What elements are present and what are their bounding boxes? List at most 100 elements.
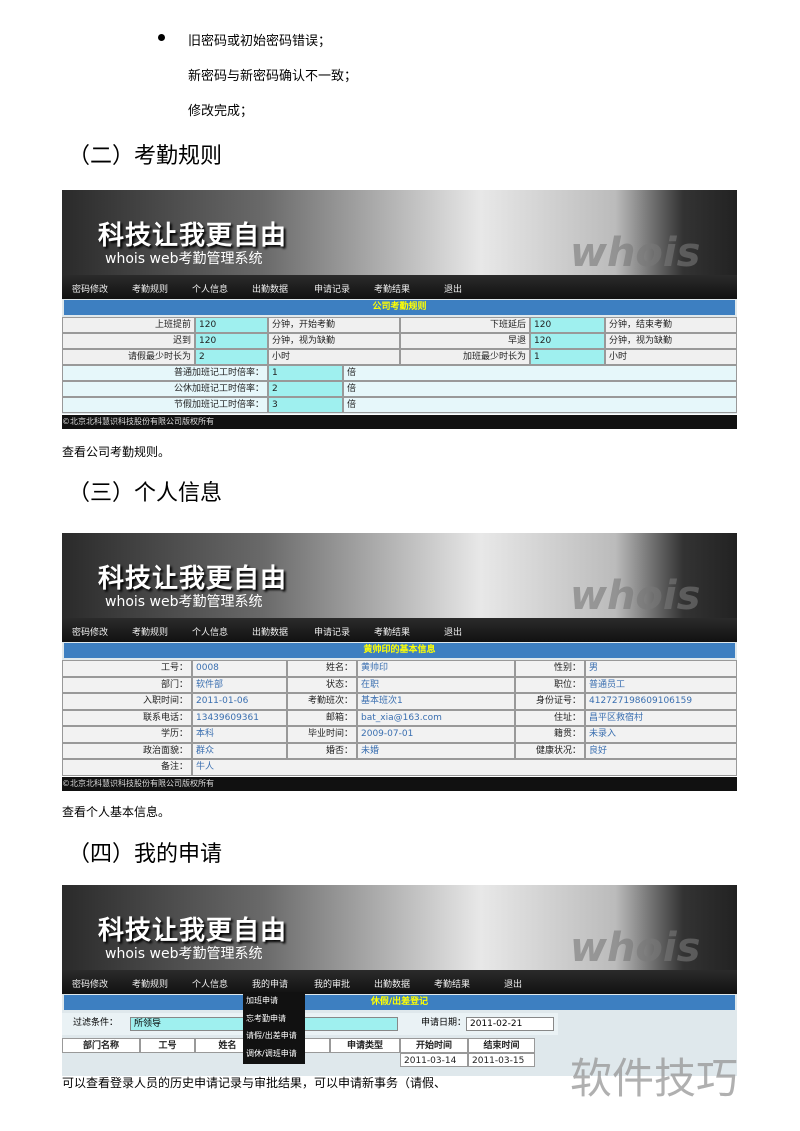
dropdown xyxy=(243,992,305,1064)
banner-logo: whois xyxy=(570,573,701,619)
rule-cell: 分钟，结束考勤 xyxy=(605,317,737,333)
footer: ©北京北科慧识科技股份有限公司版权所有 xyxy=(62,777,737,791)
rule-cell: 请假最少时长为 xyxy=(62,349,195,365)
nav-item: 考勤结果 xyxy=(374,628,411,638)
watermark: 软件技巧 xyxy=(570,1054,739,1103)
info-cell: 考勤班次： xyxy=(287,693,357,710)
info-cell: 学历： xyxy=(62,726,192,743)
rule-cell: 公休加班记工时倍率： xyxy=(62,381,268,397)
rule-cell: 2 xyxy=(268,381,343,397)
banner-slogan: 科技让我更自由 xyxy=(98,564,288,594)
banner xyxy=(62,190,737,275)
rule-cell: 1 xyxy=(268,365,343,381)
dropdown-item: 调休/调班申请 xyxy=(246,1048,297,1058)
info-cell: 昌平区救宿村 xyxy=(585,709,737,726)
nav-item: 密码修改 xyxy=(72,628,109,638)
info-cell: 13439609361 xyxy=(192,709,287,726)
info-cell: 男 xyxy=(585,660,737,677)
info-cell: 籍贯： xyxy=(515,726,585,743)
info-cell: 备注： xyxy=(62,759,192,776)
bullet-text: 旧密码或初始密码错误； xyxy=(188,34,332,49)
info-cell: 普通员工 xyxy=(585,676,737,693)
rule-cell: 小时 xyxy=(268,349,400,365)
filter-item: 2011-02-21 xyxy=(466,1017,554,1031)
rule-cell: 倍 xyxy=(343,381,737,397)
info-cell: 412727198609106159 xyxy=(585,693,737,710)
nav-item: 出勤数据 xyxy=(374,980,411,990)
nav-item: 个人信息 xyxy=(192,285,229,295)
rule-cell: 下班延后 xyxy=(400,317,530,333)
info-cell: 未录入 xyxy=(585,726,737,743)
caption: 可以查看登录人员的历史申请记录与审批结果，可以申请新事务（请假、 xyxy=(62,1076,447,1090)
rule-cell: 小时 xyxy=(605,349,737,365)
nav-item: 考勤规则 xyxy=(132,628,169,638)
info-cell: 部门： xyxy=(62,676,192,693)
caption: 查看个人基本信息。 xyxy=(62,805,171,819)
footer: ©北京北科慧识科技股份有限公司版权所有 xyxy=(62,415,737,429)
banner-logo: whois xyxy=(570,230,701,276)
nav-item: 我的审批 xyxy=(314,980,351,990)
header-cell: 部门名称 xyxy=(62,1038,140,1053)
filter-item: 申请日期： xyxy=(421,1018,467,1028)
rule-cell: 120 xyxy=(195,333,268,349)
info-cell: 邮箱： xyxy=(287,709,357,726)
info-cell: 性别： xyxy=(515,660,585,677)
rule-cell: 上班提前 xyxy=(62,317,195,333)
info-cell: 工号： xyxy=(62,660,192,677)
rule-cell: 早退 xyxy=(400,333,530,349)
table-title: 公司考勤规则 xyxy=(64,300,735,315)
banner-slogan: 科技让我更自由 xyxy=(98,916,288,946)
info-cell: bat_xia@163.com xyxy=(357,709,515,726)
rule-cell: 加班最少时长为 xyxy=(400,349,530,365)
nav-item: 考勤规则 xyxy=(132,980,169,990)
bullet-text: 新密码与新密码确认不一致； xyxy=(188,69,358,84)
bullet-text: 修改完成； xyxy=(188,104,254,119)
rule-cell: 分钟，视为缺勤 xyxy=(268,333,400,349)
header-cell: 开始时间 xyxy=(400,1038,468,1053)
info-cell: 婚否： xyxy=(287,742,357,759)
info-cell: 软件部 xyxy=(192,676,287,693)
bullet-dot xyxy=(158,34,165,41)
info-cell: 基本班次1 xyxy=(357,693,515,710)
rule-cell: 普通加班记工时倍率： xyxy=(62,365,268,381)
info-cell: 政治面貌： xyxy=(62,742,192,759)
info-cell: 住址： xyxy=(515,709,585,726)
info-cell: 2009-07-01 xyxy=(357,726,515,743)
nav-item: 出勤数据 xyxy=(252,628,289,638)
table-title: 黄帅印的基本信息 xyxy=(64,643,735,658)
rule-cell: 2 xyxy=(195,349,268,365)
info-cell: 毕业时间： xyxy=(287,726,357,743)
rule-cell: 120 xyxy=(530,333,605,349)
nav-item: 个人信息 xyxy=(192,980,229,990)
nav-item: 考勤结果 xyxy=(374,285,411,295)
info-cell: 职位： xyxy=(515,676,585,693)
nav-bar xyxy=(62,275,737,299)
header-cell: 结束时间 xyxy=(468,1038,535,1053)
header-cell: 工号 xyxy=(140,1038,195,1053)
info-cell: 身份证号： xyxy=(515,693,585,710)
nav-item: 考勤规则 xyxy=(132,285,169,295)
filter-item: 过滤条件： xyxy=(73,1018,119,1028)
nav-item: 退出 xyxy=(504,980,523,990)
nav-bar xyxy=(62,970,737,994)
rule-cell: 120 xyxy=(195,317,268,333)
info-cell: 联系电话： xyxy=(62,709,192,726)
banner-logo: whois xyxy=(570,925,701,971)
banner xyxy=(62,885,737,970)
info-cell: 黄帅印 xyxy=(357,660,515,677)
rule-cell: 倍 xyxy=(343,365,737,381)
info-cell: 状态： xyxy=(287,676,357,693)
nav-item: 退出 xyxy=(444,628,463,638)
info-cell: 0008 xyxy=(192,660,287,677)
rule-cell: 迟到 xyxy=(62,333,195,349)
rule-cell: 节假加班记工时倍率： xyxy=(62,397,268,413)
rule-cell: 分钟，开始考勤 xyxy=(268,317,400,333)
data-cell: 2011-03-15 xyxy=(468,1053,535,1067)
section-heading: （四）我的申请 xyxy=(68,842,223,867)
dropdown-item: 忘考勤申请 xyxy=(246,1013,286,1023)
rule-cell: 分钟，视为缺勤 xyxy=(605,333,737,349)
info-cell: 未婚 xyxy=(357,742,515,759)
dropdown-item: 请假/出差申请 xyxy=(246,1031,297,1040)
banner-system: whois web考勤管理系统 xyxy=(105,251,263,267)
